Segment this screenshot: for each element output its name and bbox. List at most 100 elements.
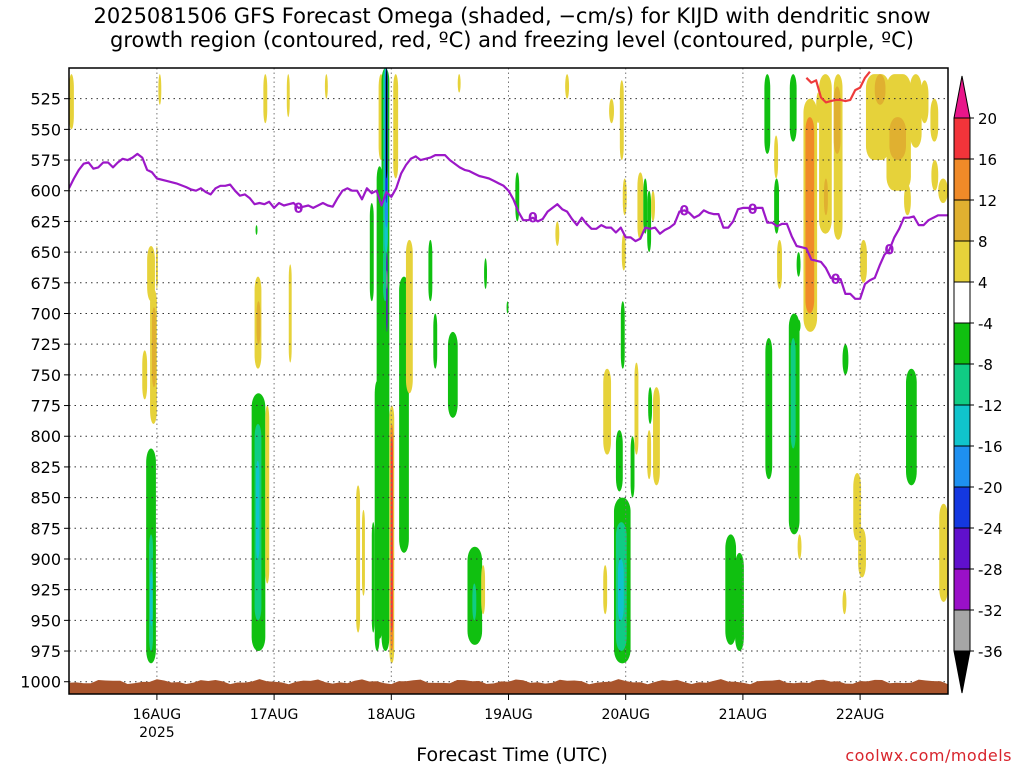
x-tick-year: 2025 [139, 725, 175, 741]
omega-shade-107 [931, 160, 939, 191]
omega-shade-84 [796, 252, 801, 277]
omega-shade-55 [603, 368, 612, 455]
omega-shade-95 [842, 589, 847, 615]
omega-shade-62 [615, 430, 623, 492]
y-tick-label-825: 825 [30, 458, 61, 477]
colorbar-tick-6: -8 [978, 356, 993, 374]
omega-shade-52 [565, 74, 570, 99]
omega-shade-68 [643, 178, 648, 234]
colorbar-bin-9 [953, 486, 971, 529]
omega-shade-70 [651, 190, 655, 222]
omega-shade-79 [774, 178, 780, 234]
omega-shade-46 [472, 583, 477, 621]
omega-shade-8 [69, 74, 74, 130]
colorbar-bin-2 [953, 199, 971, 242]
y-tick-label-525: 525 [30, 90, 61, 109]
omega-shade-65 [622, 178, 627, 216]
omega-shade-86 [797, 534, 802, 559]
omega-shade-85 [796, 319, 801, 332]
omega-shade-78 [774, 135, 779, 179]
colorbar-bin-8 [953, 445, 971, 488]
omega-shade-91 [823, 178, 828, 216]
omega-shade-80 [777, 239, 782, 289]
contour-label-5: 0 [885, 243, 895, 259]
omega-shade-50 [484, 258, 488, 289]
omega-shade-43 [433, 313, 438, 369]
x-tick-label-21AUG: 21AUG [719, 707, 768, 723]
omega-shade-19 [324, 74, 328, 99]
y-tick-label-750: 750 [30, 366, 61, 385]
omega-shade-72 [647, 430, 652, 480]
omega-shade-66 [634, 362, 639, 455]
x-tick-label-17AUG: 17AUG [250, 707, 299, 723]
y-tick-label-950: 950 [30, 611, 61, 630]
y-tick-label-1000: 1000 [20, 673, 61, 692]
colorbar-tick-11: -28 [978, 561, 1003, 579]
omega-shade-0 [147, 245, 155, 302]
omega-shade-26 [376, 166, 383, 639]
contour-label-3: 0 [748, 202, 758, 218]
gridlines [69, 68, 948, 694]
omega-shade-34 [386, 252, 388, 332]
x-tick-label-16AUG: 16AUG [133, 707, 182, 723]
chart-title-line-1: 2025081506 GFS Forecast Omega (shaded, −… [93, 4, 931, 28]
colorbar-tick-5: -4 [978, 315, 993, 333]
contour-label-2: 0 [679, 203, 689, 219]
y-tick-label-900: 900 [30, 550, 61, 569]
contour-line-1 [805, 71, 871, 104]
colorbar-tick-1: 16 [978, 151, 997, 169]
omega-shade-61 [617, 558, 624, 621]
terrain-fill [69, 679, 948, 694]
omega-shade-97 [858, 528, 866, 578]
chart-title-line-2: growth region (contoured, red, ºC) and f… [110, 28, 914, 52]
omega-shade-83 [789, 74, 797, 142]
colorbar-tick-12: -32 [978, 602, 1003, 620]
colorbar-tick-2: 12 [978, 192, 997, 210]
colorbar-bin-3 [953, 240, 971, 283]
omega-shade-88 [805, 117, 815, 314]
y-tick-label-550: 550 [30, 120, 61, 139]
colorbar-tick-0: 20 [978, 110, 997, 128]
colorbar-bin-10 [953, 527, 971, 570]
contour-lines: 0 0 0 0 0 0 [69, 71, 948, 300]
y-tick-label-575: 575 [30, 151, 61, 170]
colorbar-bin-0 [953, 117, 971, 160]
y-axis-ticks: 525 550 575 600 625 650 675 700 725 750 775 800 825 8… [20, 90, 69, 692]
y-tick-label-625: 625 [30, 212, 61, 231]
omega-shade-9 [158, 74, 162, 105]
omega-shade-76 [764, 74, 771, 154]
omega-shade-109 [906, 368, 917, 486]
omega-shade-53 [555, 221, 560, 246]
colorbar-tick-9: -20 [978, 479, 1003, 497]
omega-shade-54 [603, 565, 608, 615]
colorbar-tick-7: -12 [978, 397, 1003, 415]
omega-shade-63 [630, 436, 635, 498]
colorbar-bin-12 [953, 609, 971, 652]
y-tick-label-650: 650 [30, 243, 61, 262]
omega-shade-47 [481, 565, 486, 615]
x-tick-label-20AUG: 20AUG [601, 707, 650, 723]
omega-shade-56 [609, 98, 614, 124]
colorbar-bin-1 [953, 158, 971, 201]
omega-shade-110 [939, 503, 948, 602]
omega-shade-2 [152, 307, 156, 388]
colorbar-tick-8: -16 [978, 438, 1003, 456]
omega-shade-48 [457, 74, 461, 93]
omega-shade-71 [648, 387, 653, 424]
y-tick-label-975: 975 [30, 642, 61, 661]
contour-line-0 [69, 152, 948, 300]
omega-shade-24 [371, 522, 375, 633]
colorbar-tick-4: 4 [978, 274, 988, 292]
y-tick-label-725: 725 [30, 335, 61, 354]
omega-shade-69 [647, 190, 652, 253]
colorbar-tick-10: -24 [978, 520, 1003, 538]
omega-shade-58 [621, 233, 626, 271]
colorbar-bottom-arrow [953, 650, 971, 694]
y-tick-label-700: 700 [30, 304, 61, 323]
omega-shade-49 [506, 301, 509, 314]
omega-shade-42 [428, 239, 433, 302]
omega-shade-20 [255, 225, 258, 235]
credit-link[interactable]: coolwx.com/models [845, 746, 1012, 765]
omega-shade-94 [842, 344, 849, 375]
